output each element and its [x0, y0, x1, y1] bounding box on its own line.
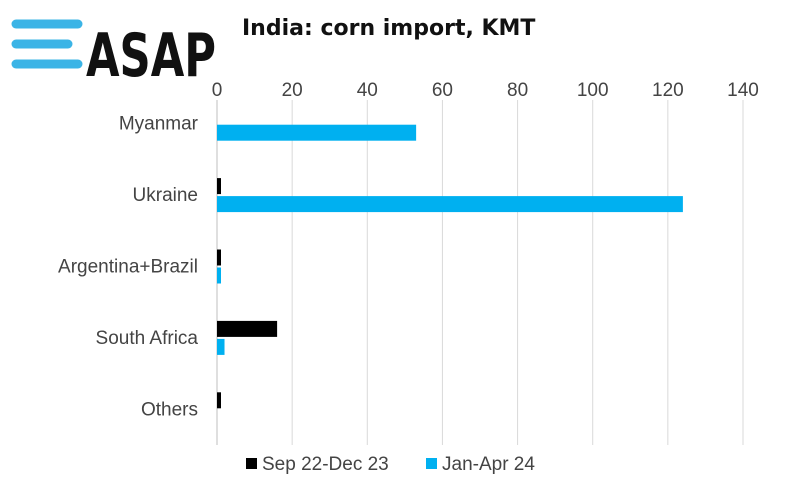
category-labels: Myanmar Ukraine Argentina+Brazil South Afri… — [58, 114, 199, 421]
x-axis-ticks: 0 20 40 60 80 100 120 140 — [212, 80, 759, 101]
bar-sep22-dec23 — [217, 392, 221, 409]
bar-sep22-dec23 — [217, 178, 221, 195]
category-label: Argentina+Brazil — [58, 257, 198, 278]
bars — [217, 124, 683, 409]
legend-swatch — [426, 458, 437, 469]
x-tick-label: 20 — [282, 80, 303, 101]
x-tick-label: 140 — [727, 80, 759, 101]
legend: Sep 22-Dec 23 Jan-Apr 24 — [246, 454, 535, 475]
x-tick-label: 40 — [357, 80, 378, 101]
x-tick-label: 120 — [652, 80, 684, 101]
asap-logo: ASAP — [11, 19, 216, 82]
category-label: Myanmar — [119, 114, 199, 135]
legend-label: Sep 22-Dec 23 — [262, 454, 389, 475]
bar-jan-apr24 — [217, 124, 417, 141]
x-tick-label: 60 — [432, 80, 453, 101]
bar-jan-apr24 — [217, 267, 221, 284]
category-label: Others — [141, 399, 198, 420]
bar-sep22-dec23 — [217, 320, 278, 337]
category-label: Ukraine — [133, 185, 198, 206]
x-tick-label: 100 — [577, 80, 609, 101]
legend-swatch — [246, 458, 257, 469]
bar-jan-apr24 — [217, 196, 683, 213]
logo-text: ASAP — [86, 21, 216, 82]
grid-lines — [216, 100, 744, 445]
category-label: South Africa — [96, 328, 199, 349]
chart-title: India: corn import, KMT — [242, 16, 536, 41]
bar-sep22-dec23 — [217, 249, 221, 266]
bar-jan-apr24 — [217, 338, 225, 355]
x-tick-label: 80 — [507, 80, 528, 101]
x-tick-label: 0 — [212, 80, 223, 101]
three-lines-logo-icon — [11, 19, 83, 69]
legend-label: Jan-Apr 24 — [442, 454, 535, 475]
